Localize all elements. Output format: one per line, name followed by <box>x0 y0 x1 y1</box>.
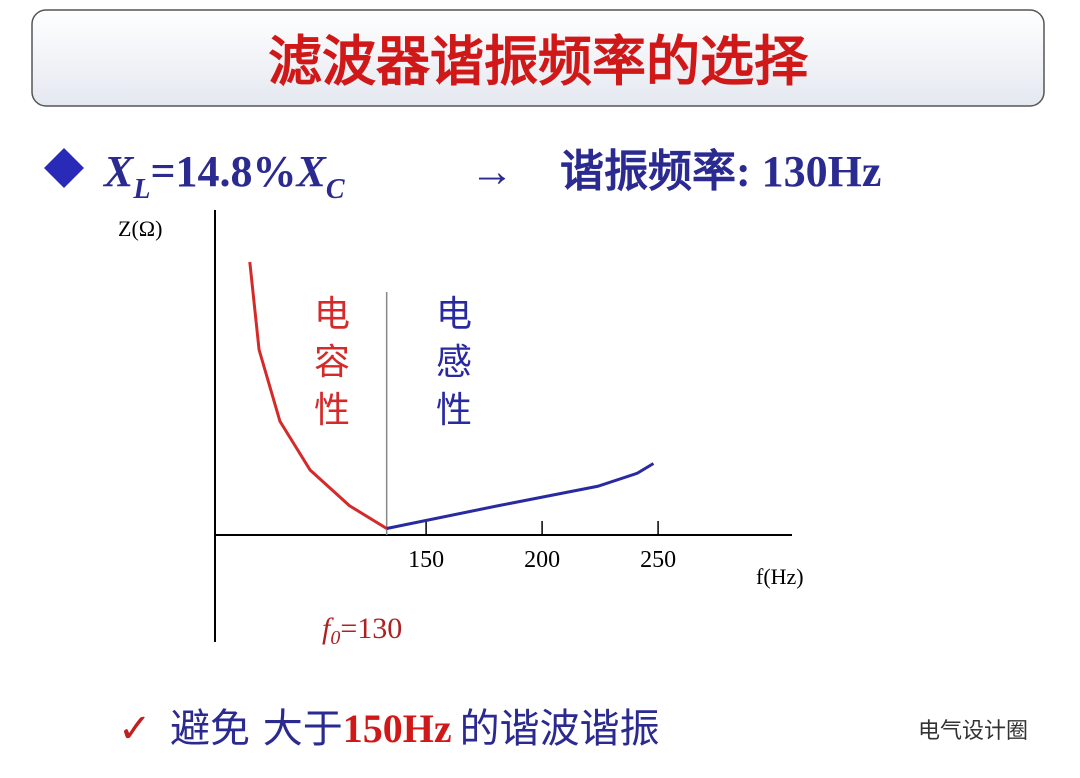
region-label: 性 <box>314 390 350 431</box>
region-label: 性 <box>436 390 472 431</box>
title-box <box>31 9 1045 107</box>
x-tick-label: 250 <box>640 547 676 573</box>
curve <box>248 261 388 530</box>
region-label: 感 <box>436 342 472 383</box>
x-tick-label: 200 <box>524 547 560 573</box>
curve <box>386 462 655 530</box>
annotation: f0=130 <box>322 612 402 649</box>
watermark: 电气设计圈 <box>918 719 1028 744</box>
x-tick-label: 150 <box>408 547 444 573</box>
region-label: 电 <box>314 294 350 335</box>
x-axis-label: f(Hz) <box>756 564 804 589</box>
bullet-icon <box>44 148 84 188</box>
title: 滤波器谐振频率的选择 <box>268 30 809 93</box>
y-axis-label: Z(Ω) <box>118 216 162 241</box>
region-label: 电 <box>436 294 472 335</box>
bullet-line: XL=14.8%XC → 谐振频率: 130Hz <box>102 147 881 205</box>
footer-line: ✓ 避免 大于150Hz 的谐波谐振 <box>118 706 660 752</box>
region-label: 容 <box>314 342 350 383</box>
